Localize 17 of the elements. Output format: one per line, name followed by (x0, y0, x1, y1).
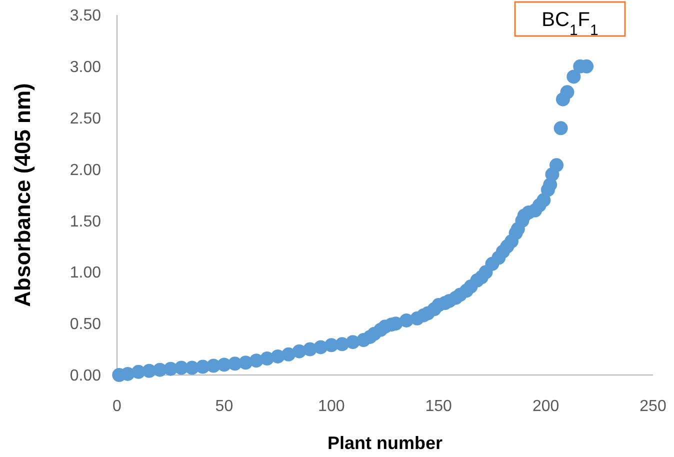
annotation: BC$_{1}$F$_{1}$ (542, 9, 598, 38)
y-tick-label: 0.50 (70, 316, 102, 334)
x-tick-label: 150 (425, 398, 452, 415)
y-tick-label: 2.50 (70, 110, 102, 128)
y-tick-label: 3.50 (70, 8, 102, 25)
y-tick-label: 0.00 (70, 368, 102, 385)
y-tick-label: 1.00 (70, 264, 102, 282)
x-axis-title: Plant number (327, 433, 443, 453)
y-axis-title: Absorbance (405 nm) (10, 83, 35, 307)
x-tick-label: 200 (532, 398, 560, 415)
y-tick-label: 3.00 (70, 59, 102, 76)
x-tick-label: 50 (215, 398, 234, 415)
x-tick-label: 0 (112, 398, 122, 415)
x-tick-label: 100 (318, 398, 345, 415)
x-tick-label: 250 (640, 398, 666, 415)
y-tick-label: 2.00 (70, 162, 102, 179)
y-tick-label: 1.50 (70, 213, 102, 230)
